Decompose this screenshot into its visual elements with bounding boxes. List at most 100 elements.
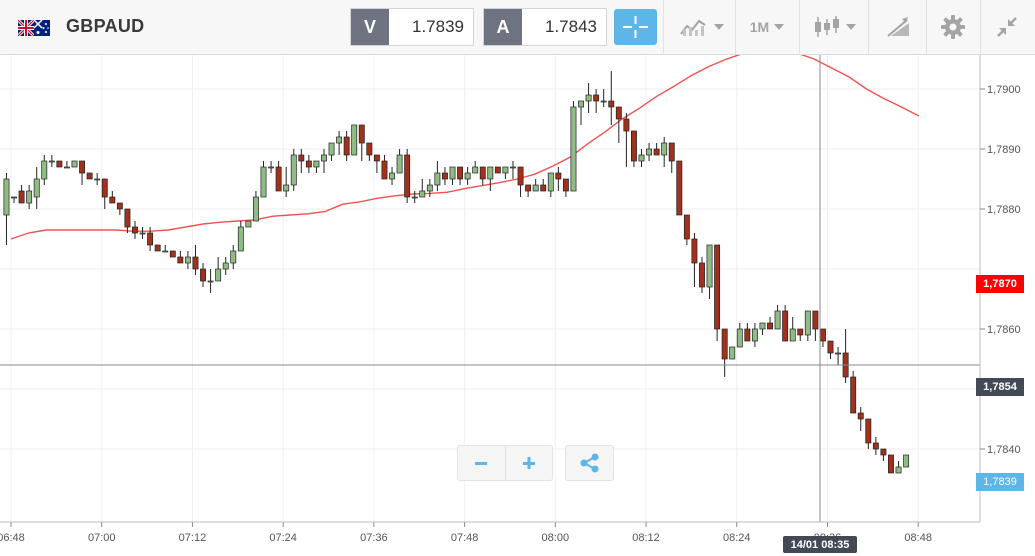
bear-candle	[116, 202, 123, 215]
bear-candle	[857, 407, 864, 431]
bear-candle	[457, 166, 464, 185]
settings-button[interactable]	[932, 9, 974, 45]
candle-body	[797, 328, 804, 336]
bear-candle	[177, 251, 184, 264]
bear-candle	[525, 184, 532, 197]
moving-average-layer	[10, 55, 920, 240]
candle-body	[903, 454, 910, 468]
candle-body	[835, 352, 842, 355]
candle-body	[600, 100, 607, 103]
bear-candle	[865, 418, 872, 449]
toolbar-divider	[663, 0, 664, 54]
candle-body	[888, 454, 894, 474]
bear-candle	[872, 437, 879, 455]
bear-candle	[200, 263, 206, 287]
bull-candle	[321, 149, 327, 173]
share-button[interactable]	[565, 445, 614, 481]
bear-candle	[101, 178, 108, 209]
candle-body	[275, 166, 282, 192]
bear-candle	[714, 244, 721, 341]
bear-candle	[842, 329, 849, 383]
x-tick-label: 06:48	[0, 532, 25, 544]
candle-body	[192, 256, 199, 270]
y-tick-label: 1,7890	[987, 144, 1021, 156]
indicators-button[interactable]	[672, 9, 730, 45]
candle-body	[721, 328, 728, 360]
bull-candle	[162, 245, 169, 253]
candle-body	[79, 160, 86, 174]
x-tick-label: 08:00	[542, 532, 570, 544]
current-price-badge: 1,7839	[976, 473, 1024, 491]
buy-price-button[interactable]: A 1.7843	[483, 8, 607, 46]
candle-body	[94, 178, 101, 181]
zoom-out-button[interactable]	[458, 446, 505, 480]
candle-body	[441, 172, 448, 180]
toolbar-divider	[735, 0, 736, 54]
bear-candle	[827, 340, 834, 359]
collapse-button[interactable]	[986, 9, 1028, 45]
candle-body	[555, 172, 562, 180]
candle-body	[154, 244, 161, 252]
bear-candle	[109, 191, 116, 204]
x-tick-label: 07:48	[451, 532, 479, 544]
bull-candle	[903, 454, 910, 468]
bear-candle	[850, 371, 857, 414]
timeframe-dropdown[interactable]: 1M	[742, 9, 792, 45]
candle-body	[33, 178, 40, 198]
bear-candle	[623, 113, 630, 167]
bear-candle	[608, 71, 615, 125]
bear-candle	[782, 305, 789, 342]
plus-icon	[522, 457, 535, 469]
bull-candle	[464, 167, 471, 185]
bear-candle	[888, 454, 894, 474]
bull-candle	[600, 89, 607, 107]
chart-type-button[interactable]	[808, 9, 860, 45]
sell-price-button[interactable]: V 1.7839	[350, 8, 474, 46]
toolbar-divider	[868, 0, 869, 54]
crosshair-icon	[623, 16, 648, 38]
candle-body	[593, 94, 600, 102]
instrument-symbol[interactable]: GBPAUD	[66, 16, 145, 36]
bear-candle	[169, 250, 176, 258]
candle-body	[411, 196, 418, 199]
bear-candle	[343, 131, 350, 161]
bull-candle	[502, 166, 509, 179]
candle-body	[706, 244, 713, 288]
x-tick-label: 07:24	[269, 532, 297, 544]
bear-candle	[298, 149, 305, 173]
zoom-in-button[interactable]	[504, 446, 552, 480]
bull-candle	[252, 191, 259, 222]
crosshair-button[interactable]	[614, 9, 657, 45]
y-tick-label: 1,7900	[987, 84, 1021, 96]
bull-candle	[736, 323, 743, 348]
bear-candle	[562, 178, 569, 197]
candle-body	[532, 184, 539, 192]
candle-body	[230, 250, 237, 264]
bull-candle	[487, 166, 494, 191]
toolbar-divider	[799, 0, 800, 54]
bear-candle	[593, 89, 600, 113]
drawing-tools-button[interactable]	[876, 9, 920, 45]
bull-candle	[396, 149, 403, 174]
bear-candle	[653, 143, 660, 156]
candle-body	[139, 232, 146, 235]
candle-body	[162, 250, 169, 253]
candle-body	[268, 166, 275, 169]
bull-candle	[41, 155, 48, 185]
candle-body	[744, 328, 751, 342]
chart-toolbar: GBPAUD V 1.7839 A 1.7843	[0, 0, 1035, 55]
candle-body	[517, 166, 524, 186]
bear-candle	[744, 323, 751, 342]
candle-body	[812, 310, 819, 330]
candle-body	[222, 262, 229, 270]
x-tick-label: 08:48	[904, 532, 932, 544]
candle-body	[449, 166, 456, 180]
price-chart[interactable]: 06:48 07:00 07:12 07:24 07:36 07:48 08:00 08:12…	[0, 55, 1035, 556]
bull-candle	[646, 143, 653, 161]
candle-body	[290, 154, 297, 186]
y-tick-label: 1,7840	[987, 444, 1021, 456]
candle-body	[366, 142, 373, 156]
chart-grid	[0, 55, 980, 522]
bear-candle	[819, 328, 826, 347]
candle-body	[26, 190, 33, 204]
